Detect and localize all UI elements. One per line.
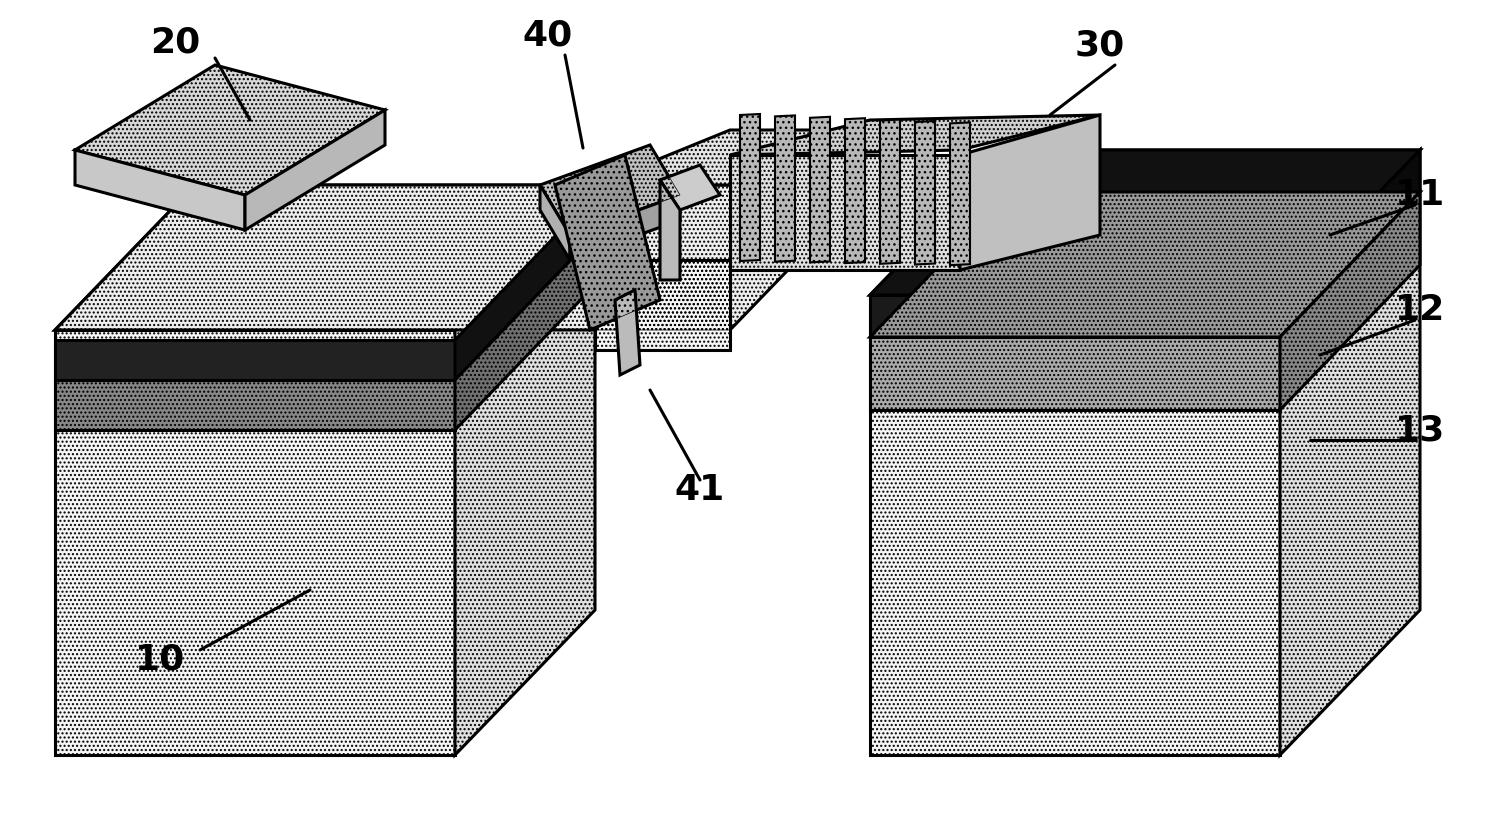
- Polygon shape: [881, 119, 900, 264]
- Polygon shape: [730, 115, 1099, 155]
- Polygon shape: [615, 290, 639, 375]
- Polygon shape: [1280, 150, 1421, 337]
- Polygon shape: [555, 155, 661, 330]
- Polygon shape: [950, 123, 970, 265]
- Text: 20: 20: [149, 25, 201, 59]
- Polygon shape: [661, 180, 680, 280]
- Polygon shape: [244, 110, 385, 230]
- Polygon shape: [540, 145, 680, 235]
- Polygon shape: [961, 115, 1099, 270]
- Polygon shape: [870, 295, 1280, 337]
- Polygon shape: [1280, 150, 1421, 755]
- Polygon shape: [540, 185, 570, 260]
- Polygon shape: [75, 65, 385, 195]
- Polygon shape: [455, 185, 596, 755]
- Polygon shape: [740, 114, 760, 261]
- Polygon shape: [870, 295, 1280, 755]
- Polygon shape: [455, 195, 596, 380]
- Polygon shape: [844, 118, 866, 263]
- Text: 30: 30: [1075, 28, 1125, 62]
- Text: 41: 41: [676, 473, 725, 507]
- Polygon shape: [54, 185, 596, 330]
- Polygon shape: [54, 380, 455, 430]
- Text: 40: 40: [523, 18, 573, 52]
- Polygon shape: [870, 337, 1280, 410]
- Polygon shape: [54, 330, 455, 755]
- Polygon shape: [455, 235, 596, 430]
- Text: 13: 13: [1395, 413, 1445, 447]
- Text: 11: 11: [1395, 178, 1445, 212]
- Polygon shape: [596, 130, 870, 185]
- Polygon shape: [810, 117, 829, 262]
- Polygon shape: [870, 150, 1421, 295]
- Text: 10: 10: [134, 643, 185, 677]
- Polygon shape: [596, 260, 730, 350]
- Polygon shape: [54, 340, 455, 380]
- Polygon shape: [730, 155, 961, 270]
- Polygon shape: [915, 121, 935, 265]
- Polygon shape: [775, 115, 795, 262]
- Text: 12: 12: [1395, 293, 1445, 327]
- Polygon shape: [75, 150, 244, 230]
- Polygon shape: [54, 185, 870, 330]
- Polygon shape: [1280, 192, 1421, 410]
- Polygon shape: [870, 150, 1421, 295]
- Polygon shape: [661, 165, 719, 210]
- Polygon shape: [570, 195, 680, 260]
- Polygon shape: [870, 192, 1421, 337]
